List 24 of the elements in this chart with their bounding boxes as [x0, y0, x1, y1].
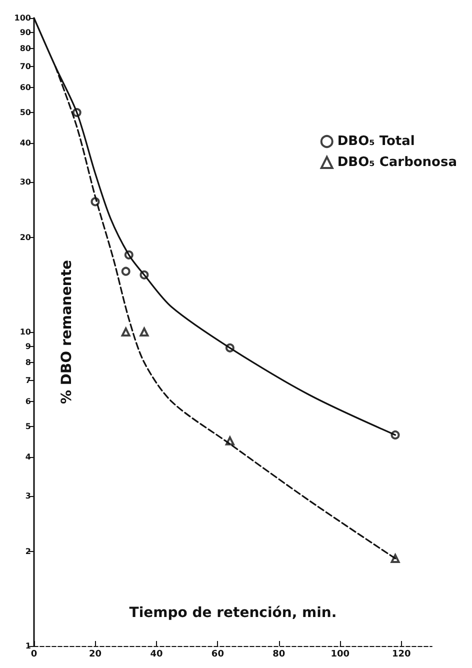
x-axis-title: Tiempo de retención, min.: [129, 605, 337, 621]
x-tick-label: 0: [30, 650, 38, 660]
y-tick-label: 80: [20, 44, 32, 53]
y-tick-label: 100: [14, 14, 32, 22]
x-tick-label: 120: [392, 650, 411, 660]
y-axis-title: % DBO remanente: [59, 260, 75, 404]
y-tick-label: 50: [20, 108, 32, 118]
legend-label: DBO₅ Carbonosa: [337, 155, 458, 170]
x-tick-label: 80: [272, 650, 286, 660]
y-tick-label: 90: [20, 28, 32, 37]
legend-label: DBO₅ Total: [337, 134, 415, 149]
x-tick-label: 20: [88, 650, 102, 660]
y-tick-label: 60: [20, 83, 32, 92]
y-tick-label: 2: [25, 546, 31, 556]
y-tick-label: 10: [20, 328, 32, 336]
y-tick-label: 30: [20, 178, 32, 187]
x-tick-label: 60: [211, 650, 224, 660]
y-tick-label: 40: [20, 138, 32, 148]
x-tick-label: 100: [330, 650, 350, 660]
y-tick-label: 20: [20, 232, 32, 242]
y-tick-label: 7: [25, 376, 31, 386]
y-tick-label: 1: [25, 642, 32, 650]
point: [121, 266, 130, 276]
x-tick-label: 40: [150, 650, 163, 660]
